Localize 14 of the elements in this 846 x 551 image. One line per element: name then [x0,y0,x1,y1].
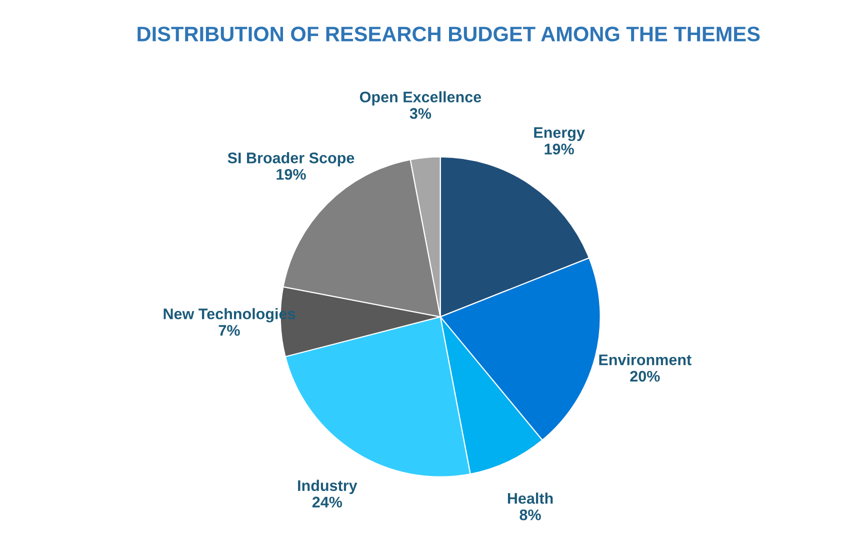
slice-label: Environment [599,354,692,366]
chart-title: DISTRIBUTION OF RESEARCH BUDGET AMONG THE THEMES [138,26,760,42]
data-label: 19% [544,144,574,154]
data-label: 24% [312,496,342,508]
slice-label: SI Broader Scope [228,152,354,166]
data-label: 8% [520,509,541,520]
data-label: 7% [218,325,240,336]
data-label: 19% [276,168,306,180]
slice-label: Energy [534,127,585,142]
slice-label: Health [508,492,553,504]
slice-label: Industry [298,480,358,494]
data-label: 20% [630,370,660,382]
slice-label: Open Excellence [360,91,482,106]
data-label: 3% [410,108,432,119]
